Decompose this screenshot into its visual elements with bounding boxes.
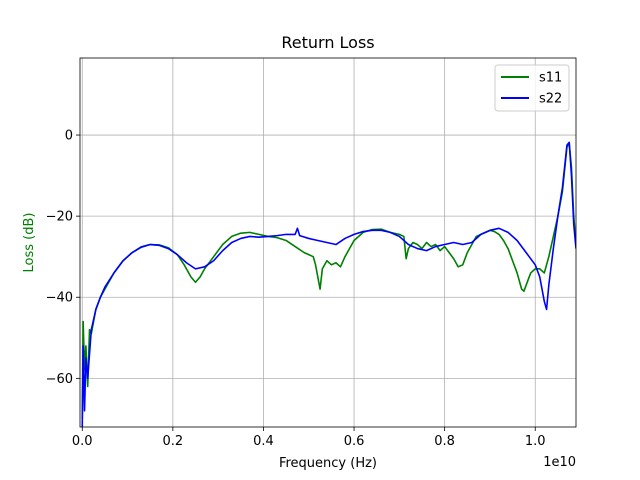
series-line-s22	[81, 141, 576, 427]
y-tick-label: −20	[46, 210, 73, 225]
y-tick-label: −60	[46, 372, 73, 387]
x-tick-label: 0.2	[163, 434, 184, 449]
y-tick-label: 0	[65, 129, 73, 144]
series-line-s11	[81, 142, 576, 419]
x-axis-label: Frequency (Hz)	[279, 456, 377, 471]
x-tick-label: 1.0	[525, 434, 546, 449]
plot-frame	[79, 57, 577, 428]
y-axis-label: Loss (dB)	[22, 213, 37, 273]
legend: s11 s22	[494, 64, 570, 112]
x-axis-offset-text: 1e10	[543, 455, 576, 470]
y-tick-label: −40	[46, 291, 73, 306]
x-tick-label: 0.0	[72, 434, 93, 449]
x-tick-label: 0.4	[253, 434, 274, 449]
x-tick-label: 0.8	[434, 434, 455, 449]
axis-ticks: 0.0 0.2 0.4 0.6 0.8 1.0 −60 −40 −20 0	[46, 129, 546, 449]
legend-entry-s22: s22	[539, 92, 562, 107]
series-lines	[81, 141, 576, 427]
grid	[80, 58, 576, 427]
x-tick-label: 0.6	[344, 434, 365, 449]
chart-title: Return Loss	[281, 33, 374, 52]
legend-entry-s11: s11	[539, 71, 562, 86]
